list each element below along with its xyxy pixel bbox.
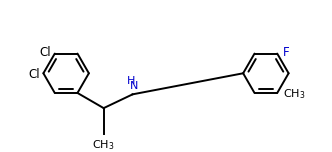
- Text: Cl: Cl: [28, 68, 40, 81]
- Text: CH$_3$: CH$_3$: [283, 87, 305, 101]
- Text: CH$_3$: CH$_3$: [92, 138, 115, 152]
- Text: Cl: Cl: [40, 46, 51, 59]
- Text: F: F: [283, 46, 290, 59]
- Text: N: N: [130, 81, 138, 91]
- Text: H: H: [127, 76, 135, 86]
